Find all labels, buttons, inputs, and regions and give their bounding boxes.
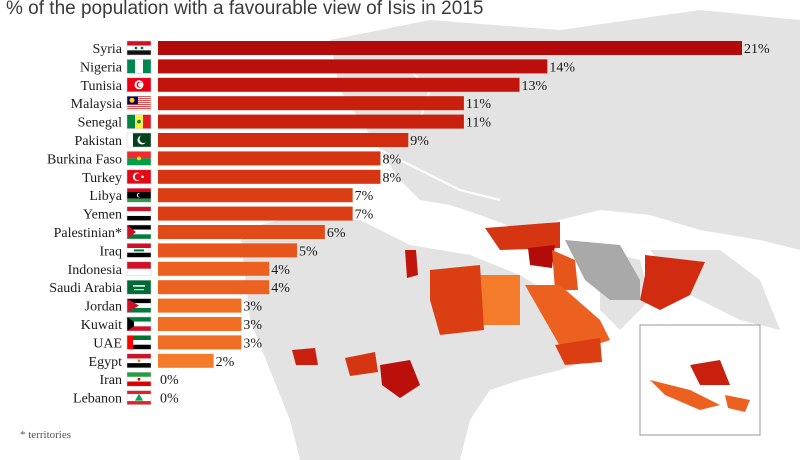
inset-map [639,324,761,436]
category-label-egypt: Egypt [89,355,123,370]
value-label-turkey: 8% [382,171,401,186]
nigeria-region [380,360,420,398]
value-label-palestinian: 6% [327,226,346,241]
saudi-arabia-flag-icon [126,279,152,295]
value-label-burkina-faso: 8% [382,152,401,167]
category-label-syria: Syria [92,42,122,57]
category-label-senegal: Senegal [78,116,122,131]
value-label-iran: 0% [160,373,179,388]
bar-nigeria [158,59,548,74]
saudi-region [525,285,610,355]
bar-senegal [158,114,464,129]
iraq-region [552,250,578,290]
pakistan-region [640,255,705,310]
bar-palestinian [158,225,325,239]
burkina-faso-region [345,352,378,376]
footnote: * territories [20,429,72,441]
value-label-jordan: 3% [243,300,262,315]
bar-libya [158,188,353,203]
bar-egypt [158,353,214,368]
bar-yemen [158,206,353,221]
category-label-palestinian: Palestinian* [54,226,122,241]
highlighted-countries [292,222,705,398]
libya-region [430,265,484,335]
jordan-flag-icon [126,298,152,313]
value-label-indonesia: 4% [271,263,290,278]
iran-region [565,240,640,300]
value-label-syria: 21% [744,42,770,57]
value-label-egypt: 2% [216,355,235,370]
category-label-burkina-faso: Burkina Faso [47,152,122,167]
category-label-lebanon: Lebanon [73,392,122,407]
value-label-saudi-arabia: 4% [271,281,290,296]
syria-flag-icon [126,40,152,56]
value-label-iraq: 5% [299,244,318,259]
category-label-indonesia: Indonesia [68,263,123,278]
senegal-region [292,348,318,365]
value-label-nigeria: 14% [549,60,575,75]
yemen-region [555,338,602,365]
category-label-jordan: Jordan [85,300,122,315]
turkey-flag-icon [126,169,152,185]
chart-title: % of the population with a favourable vi… [6,0,484,19]
pakistan-flag-icon [126,132,152,148]
egypt-region [480,275,520,325]
tunisia-flag-icon [126,77,152,93]
category-label-saudi-arabia: Saudi Arabia [49,281,122,296]
category-label-kuwait: Kuwait [81,318,122,333]
bar-syria [158,41,742,55]
bar-iraq [158,243,298,258]
palestine-flag-icon [126,224,152,240]
tunisia-region [405,250,418,278]
value-label-libya: 7% [355,189,374,204]
value-label-tunisia: 13% [522,79,548,94]
bar-saudi-arabia [158,280,270,295]
iran-flag-icon [126,371,152,387]
value-label-pakistan: 9% [410,134,429,149]
yemen-flag-icon [126,206,152,221]
category-label-yemen: Yemen [83,208,122,223]
lebanon-flag-icon [126,390,152,405]
bar-uae [158,335,242,350]
bar-burkina-faso [158,151,381,166]
value-label-yemen: 7% [355,208,374,223]
kuwait-flag-icon [126,316,152,332]
turkey-region [485,222,560,250]
value-label-uae: 3% [243,336,262,351]
nigeria-flag-icon [126,59,152,74]
category-label-libya: Libya [89,189,122,204]
bar-pakistan [158,133,409,147]
egypt-flag-icon [126,353,152,369]
syria-region [528,245,555,268]
bar-turkey [158,169,381,184]
value-label-kuwait: 3% [243,318,262,333]
category-label-nigeria: Nigeria [80,60,123,75]
bar-kuwait [158,317,242,331]
uae-flag-icon [126,335,152,350]
bar-tunisia [158,77,520,92]
malaysia-flag-icon [126,95,152,111]
category-label-malaysia: Malaysia [71,97,123,112]
value-label-malaysia: 11% [466,97,491,112]
senegal-flag-icon [126,114,152,129]
bar-indonesia [158,261,270,276]
bar-malaysia [158,96,464,111]
category-label-turkey: Turkey [82,171,122,186]
indonesia-flag-icon [126,261,152,277]
bar-jordan [158,298,242,313]
category-label-uae: UAE [93,336,122,351]
category-label-iran: Iran [99,373,122,388]
libya-flag-icon [126,187,152,203]
value-label-lebanon: 0% [160,392,179,407]
iraq-flag-icon [126,243,152,258]
category-label-pakistan: Pakistan [75,134,122,149]
value-label-senegal: 11% [466,116,491,131]
burkina-faso-flag-icon [126,151,152,166]
category-label-iraq: Iraq [99,244,122,259]
category-label-tunisia: Tunisia [80,79,122,94]
